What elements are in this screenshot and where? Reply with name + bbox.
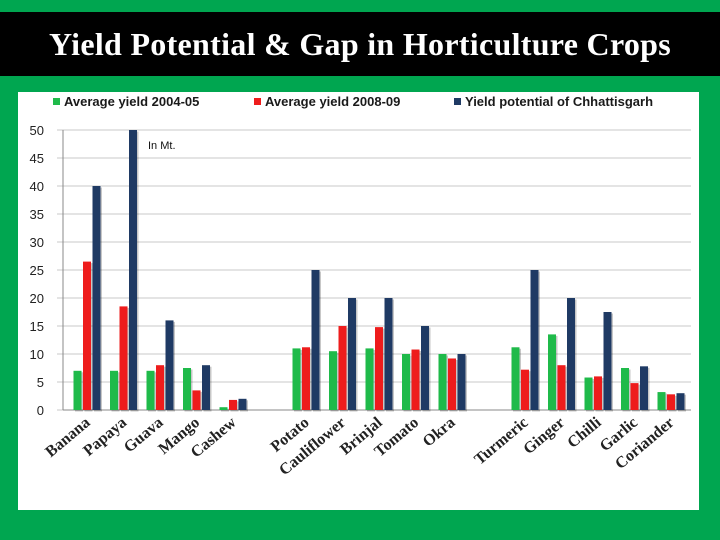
title-bar: Yield Potential & Gap in Horticulture Cr… — [0, 12, 720, 76]
bar-turmeric-series-3 — [530, 270, 539, 410]
legend-label: Yield potential of Chhattisgarh — [465, 94, 653, 109]
bar-mango-series-3 — [202, 365, 210, 410]
legend-swatch — [53, 98, 60, 105]
bar-papaya-series-2 — [119, 306, 128, 410]
bar-cashew-series-1 — [219, 407, 228, 410]
bar-ginger-series-2 — [557, 365, 566, 410]
bar-garlic-series-2 — [630, 383, 639, 410]
y-tick-label-45: 45 — [30, 151, 44, 166]
bar-cashew-series-2 — [229, 399, 237, 410]
bar-cauliflower-series-3 — [348, 298, 356, 410]
bar-okra-series-3 — [457, 354, 466, 410]
bar-mango-series-2 — [192, 390, 201, 410]
bar-chilli-series-2 — [594, 376, 602, 410]
bar-okra-series-1 — [438, 354, 447, 410]
bar-coriander-series-2 — [667, 394, 675, 410]
y-tick-label-20: 20 — [30, 291, 44, 306]
y-tick-label-15: 15 — [30, 319, 44, 334]
legend-item-3: Yield potential of Chhattisgarh — [454, 94, 653, 109]
legend-label: Average yield 2008-09 — [265, 94, 400, 109]
bar-garlic-series-1 — [621, 368, 629, 410]
legend-swatch — [454, 98, 461, 105]
bar-tomato-series-1 — [402, 354, 410, 410]
bar-guava-series-3 — [165, 320, 174, 410]
legend: Average yield 2004-05 Average yield 2008-… — [53, 94, 653, 109]
bar-garlic-series-3 — [640, 366, 648, 410]
bar-chilli-series-1 — [584, 377, 593, 410]
bar-tomato-series-2 — [411, 349, 420, 410]
bar-banana-series-3 — [92, 186, 101, 410]
bar-shadow — [221, 408, 229, 412]
bar-cauliflower-series-1 — [329, 351, 337, 410]
legend-label: Average yield 2004-05 — [64, 94, 199, 109]
bar-guava-series-2 — [156, 365, 164, 410]
bar-cauliflower-series-2 — [338, 326, 347, 410]
x-label-okra: Okra — [420, 414, 459, 450]
unit-note: In Mt. — [148, 140, 176, 152]
x-label-turmeric: Turmeric — [471, 414, 531, 468]
bar-guava-series-1 — [146, 370, 155, 410]
bar-tomato-series-3 — [421, 326, 429, 410]
y-tick-label-0: 0 — [37, 403, 44, 418]
bar-banana-series-1 — [73, 370, 82, 410]
bar-potato-series-3 — [311, 270, 320, 410]
bar-turmeric-series-1 — [511, 347, 520, 410]
bar-coriander-series-3 — [676, 393, 685, 410]
bar-chilli-series-3 — [603, 312, 612, 410]
bar-chart: 05101520253035404550BananaPapayaGuavaMan… — [30, 94, 691, 479]
y-tick-label-50: 50 — [30, 123, 44, 138]
legend-item-1: Average yield 2004-05 — [53, 94, 199, 109]
y-tick-label-5: 5 — [37, 375, 44, 390]
y-tick-label-10: 10 — [30, 347, 44, 362]
bar-brinjal-series-3 — [384, 298, 393, 410]
y-tick-label-35: 35 — [30, 207, 44, 222]
bar-potato-series-1 — [292, 348, 301, 410]
bar-coriander-series-1 — [657, 392, 666, 410]
bar-brinjal-series-2 — [375, 327, 383, 410]
bar-mango-series-1 — [183, 368, 191, 410]
y-tick-label-40: 40 — [30, 179, 44, 194]
bar-potato-series-2 — [302, 347, 310, 410]
y-tick-label-30: 30 — [30, 235, 44, 250]
bar-papaya-series-3 — [129, 130, 137, 410]
legend-item-2: Average yield 2008-09 — [254, 94, 400, 109]
bar-ginger-series-1 — [548, 334, 556, 410]
bar-banana-series-2 — [83, 261, 91, 410]
chart-panel: 0 5 10 15 20 25 30 35 40 45 50 Banana Papaya Guava Man… — [18, 92, 699, 510]
bar-cashew-series-3 — [238, 398, 247, 410]
legend-swatch — [254, 98, 261, 105]
bar-brinjal-series-1 — [365, 348, 374, 410]
page-title: Yield Potential & Gap in Horticulture Cr… — [48, 25, 672, 62]
bar-ginger-series-3 — [567, 298, 575, 410]
bar-papaya-series-1 — [110, 370, 118, 410]
bar-turmeric-series-2 — [521, 369, 529, 410]
bar-okra-series-2 — [448, 358, 456, 410]
x-label-ginger: Ginger — [520, 414, 568, 458]
y-tick-label-25: 25 — [30, 263, 44, 278]
